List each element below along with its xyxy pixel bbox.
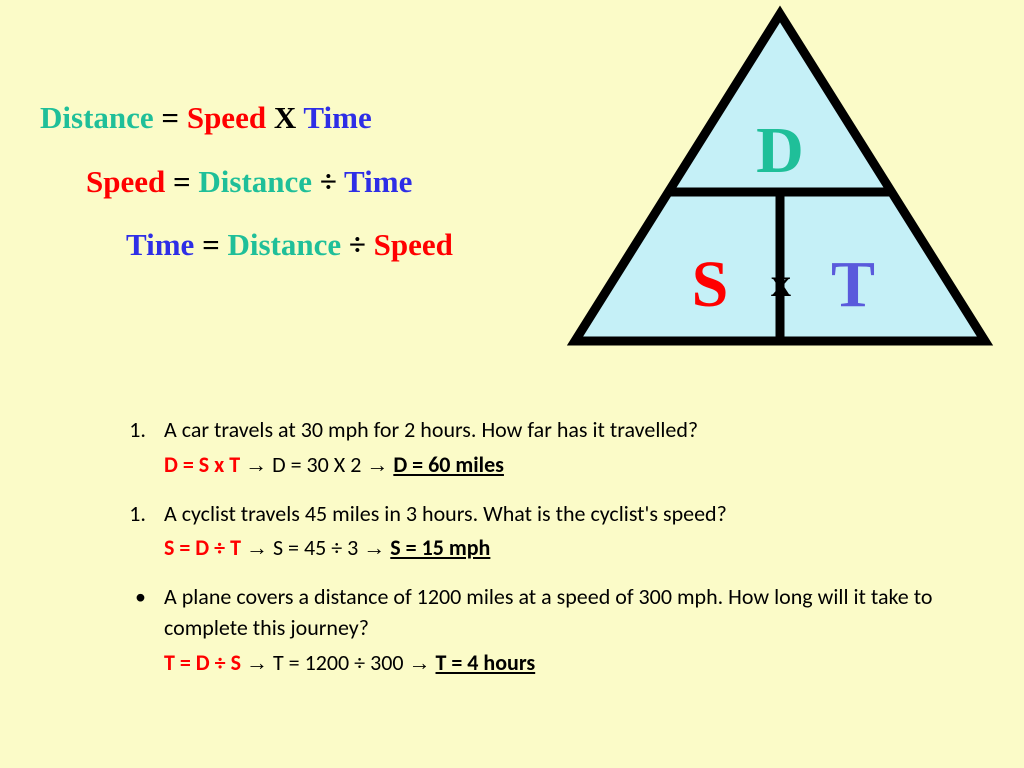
answer-formula: T = D ÷ S bbox=[164, 649, 241, 676]
problem-1-answer: D = S x T → D = 30 X 2 → D = 60 miles bbox=[164, 450, 940, 481]
problem-number: 1. bbox=[120, 415, 164, 446]
equals: = bbox=[202, 227, 220, 262]
problem-question: A plane covers a distance of 1200 miles … bbox=[164, 582, 940, 644]
answer-final: S = 15 mph bbox=[390, 534, 490, 561]
triangle-S: S bbox=[692, 248, 729, 321]
term-speed: Speed bbox=[187, 100, 266, 135]
problem-2: 1. A cyclist travels 45 miles in 3 hours… bbox=[120, 499, 940, 530]
term-distance: Distance bbox=[198, 164, 312, 199]
problem-question: A car travels at 30 mph for 2 hours. How… bbox=[164, 415, 940, 446]
answer-final: T = 4 hours bbox=[436, 649, 536, 676]
triangle-T: T bbox=[831, 248, 875, 321]
term-distance: Distance bbox=[227, 227, 341, 262]
top-section: Distance = Speed X Time Speed = Distance… bbox=[0, 0, 1024, 360]
answer-final: D = 60 miles bbox=[393, 451, 504, 478]
term-time: Time bbox=[344, 164, 412, 199]
term-distance: Distance bbox=[40, 100, 154, 135]
formula-time: Time = Distance ÷ Speed bbox=[126, 227, 453, 263]
triangle-x: x bbox=[771, 260, 791, 305]
answer-formula: S = D ÷ T bbox=[164, 534, 241, 561]
term-speed: Speed bbox=[374, 227, 453, 262]
arrow-icon: → bbox=[246, 650, 268, 675]
formula-distance: Distance = Speed X Time bbox=[40, 100, 453, 136]
problem-1: 1. A car travels at 30 mph for 2 hours. … bbox=[120, 415, 940, 446]
arrow-icon: → bbox=[409, 650, 431, 675]
problem-2-answer: S = D ÷ T → S = 45 ÷ 3 → S = 15 mph bbox=[164, 533, 940, 564]
term-speed: Speed bbox=[86, 164, 165, 199]
problem-3-answer: T = D ÷ S → T = 1200 ÷ 300 → T = 4 hours bbox=[164, 648, 940, 679]
formula-triangle: D S x T bbox=[565, 6, 995, 356]
term-time: Time bbox=[126, 227, 194, 262]
triangle-D: D bbox=[756, 114, 804, 187]
problem-3: • A plane covers a distance of 1200 mile… bbox=[120, 582, 940, 644]
answer-working: T = 1200 ÷ 300 bbox=[273, 649, 404, 676]
operator-x: X bbox=[274, 100, 296, 135]
arrow-icon: → bbox=[245, 452, 267, 477]
formula-list: Distance = Speed X Time Speed = Distance… bbox=[40, 100, 453, 291]
problem-bullet: • bbox=[120, 582, 164, 644]
answer-working: D = 30 X 2 bbox=[272, 451, 361, 478]
problems-list: 1. A car travels at 30 mph for 2 hours. … bbox=[120, 415, 940, 697]
equals: = bbox=[161, 100, 179, 135]
arrow-icon: → bbox=[363, 535, 385, 560]
operator-div: ÷ bbox=[349, 227, 366, 262]
problem-number: 1. bbox=[120, 499, 164, 530]
arrow-icon: → bbox=[366, 452, 388, 477]
answer-working: S = 45 ÷ 3 bbox=[273, 534, 358, 561]
arrow-icon: → bbox=[246, 535, 268, 560]
equals: = bbox=[173, 164, 191, 199]
operator-div: ÷ bbox=[320, 164, 337, 199]
answer-formula: D = S x T bbox=[164, 451, 240, 478]
problem-question: A cyclist travels 45 miles in 3 hours. W… bbox=[164, 499, 940, 530]
formula-speed: Speed = Distance ÷ Time bbox=[86, 164, 453, 200]
term-time: Time bbox=[303, 100, 371, 135]
